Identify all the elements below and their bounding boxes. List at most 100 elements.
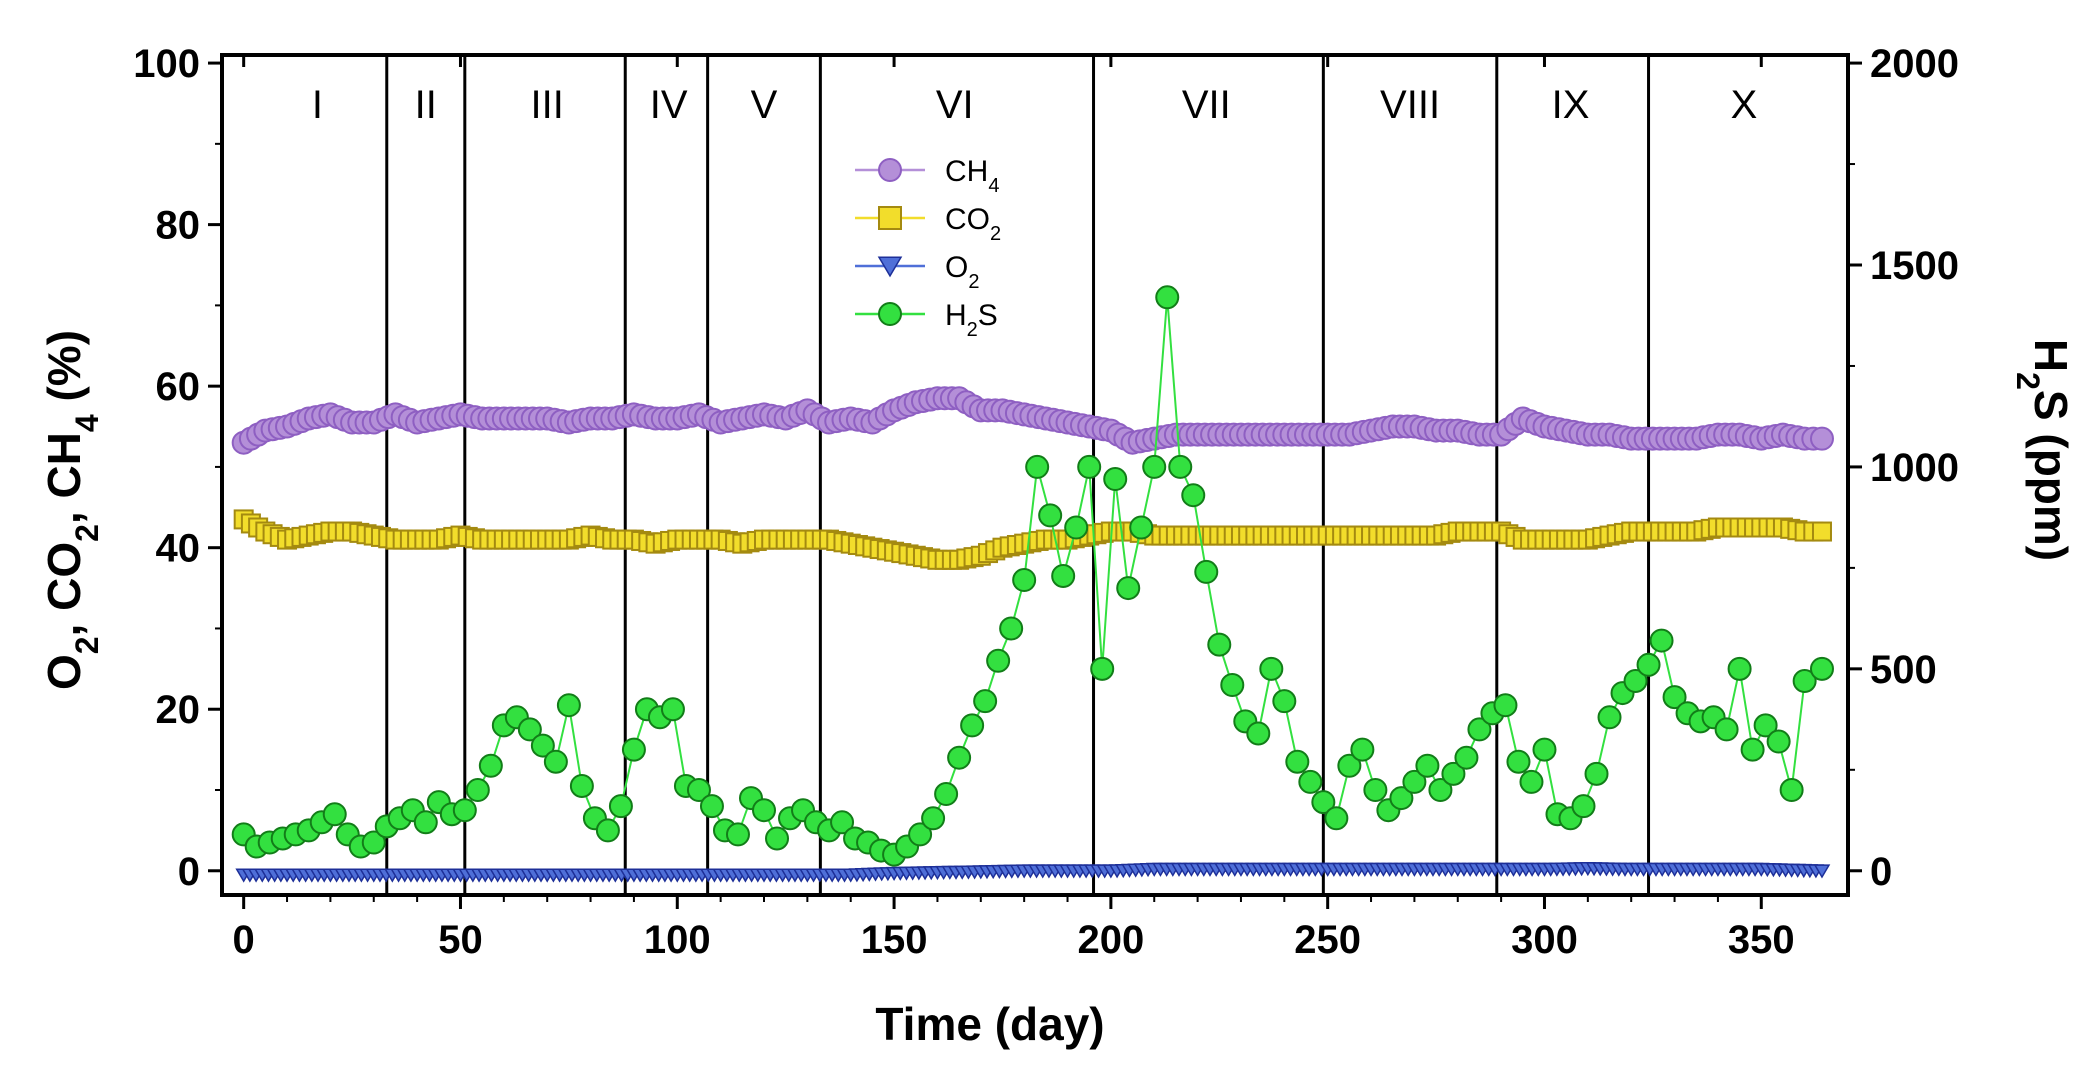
point-H2S: [621, 737, 646, 762]
phase-label-II: II: [415, 83, 437, 127]
legend-label: CO2: [945, 203, 1001, 245]
axis-title-part: , CO: [38, 542, 90, 637]
phase-label-VII: VII: [1182, 83, 1231, 127]
phase-label-IX: IX: [1552, 83, 1590, 127]
x-tick-label: 200: [1078, 918, 1145, 962]
right-y-tick-label: 0: [1870, 850, 1892, 894]
legend-label: H2S: [945, 299, 998, 341]
phase-label-X: X: [1731, 83, 1758, 127]
point-H2S: [1454, 745, 1479, 770]
point-H2S: [1077, 454, 1102, 479]
x-tick-label: 350: [1728, 918, 1795, 962]
point-H2S: [1623, 668, 1648, 693]
legend-label: CH4: [945, 155, 999, 197]
phase-label-VI: VI: [936, 83, 974, 127]
point-H2S: [999, 616, 1024, 641]
x-tick-label: 150: [861, 918, 928, 962]
point-H2S: [1506, 749, 1531, 774]
point-H2S: [556, 693, 581, 718]
point-CO2: [1811, 521, 1832, 542]
right-y-tick-label: 1000: [1870, 446, 1959, 490]
x-axis: 0 50 100 150 200 250 300 350: [233, 55, 1795, 962]
point-H2S: [1532, 737, 1557, 762]
legend-entry-O2: O2: [855, 251, 979, 293]
point-H2S: [543, 749, 568, 774]
legend: CH4 CO2 O2 H2S: [855, 155, 1001, 341]
point-H2S: [1220, 673, 1245, 697]
point-H2S: [947, 745, 972, 770]
left-y-tick-label: 80: [156, 204, 201, 248]
axis-title-part: (%): [38, 330, 90, 414]
point-H2S: [465, 778, 490, 802]
legend-entry-CO2: CO2: [855, 203, 1001, 245]
point-H2S: [1103, 467, 1128, 492]
point-H2S: [1298, 769, 1323, 794]
point-H2S: [1038, 503, 1063, 528]
point-H2S: [1753, 713, 1778, 738]
phase-label-III: III: [531, 83, 564, 127]
point-H2S: [1129, 515, 1154, 540]
point-H2S: [1012, 568, 1037, 592]
point-H2S: [1142, 454, 1167, 479]
point-H2S: [413, 810, 438, 835]
point-H2S: [1809, 656, 1834, 681]
series-layer: [231, 285, 1834, 883]
phase-label-IV: IV: [650, 83, 688, 127]
point-H2S: [1064, 515, 1089, 540]
point-H2S: [1402, 769, 1427, 794]
point-H2S: [1766, 729, 1791, 754]
point-H2S: [973, 689, 998, 714]
x-tick-label: 0: [233, 918, 255, 962]
point-H2S: [1493, 693, 1518, 718]
plot-frame: [220, 53, 1850, 897]
point-H2S: [1311, 790, 1336, 815]
axis-title-part: H: [2025, 339, 2077, 372]
right-y-tick-label: 1500: [1870, 244, 1959, 288]
point-H2S: [1441, 761, 1466, 786]
point-H2S: [1519, 769, 1544, 794]
point-H2S: [1285, 749, 1310, 774]
point-H2S: [960, 713, 985, 738]
point-H2S: [478, 753, 503, 778]
axis-title-part: S (ppm): [2025, 390, 2077, 561]
point-H2S: [1597, 705, 1622, 730]
point-H2S: [1584, 761, 1609, 786]
point-H2S: [1350, 737, 1375, 762]
x-tick-label: 300: [1511, 918, 1578, 962]
phase-label-VIII: VIII: [1380, 83, 1440, 127]
point-H2S: [1025, 454, 1050, 479]
point-H2S: [1415, 753, 1440, 778]
axis-title-part: , CH: [38, 432, 90, 524]
phase-label-I: I: [312, 83, 323, 127]
point-H2S: [1324, 806, 1349, 831]
axis-title-part: 2: [69, 636, 105, 654]
left-y-tick-label: 40: [156, 527, 201, 571]
point-H2S: [452, 798, 477, 823]
legend-marker: [878, 302, 902, 326]
point-H2S: [1194, 559, 1219, 584]
phase-labels: I II III IV V VI VII VIII IX X: [312, 83, 1757, 127]
point-H2S: [1779, 778, 1804, 802]
point-H2S: [608, 794, 633, 819]
point-O2: [1813, 864, 1831, 879]
legend-entry-CH4: CH4: [855, 155, 999, 197]
point-H2S: [830, 810, 855, 835]
point-H2S: [1090, 656, 1115, 681]
series-O2: [235, 861, 1831, 883]
x-tick-label: 50: [438, 918, 483, 962]
point-H2S: [1272, 689, 1297, 714]
legend-marker: [877, 256, 903, 278]
point-H2S: [1662, 685, 1687, 710]
point-H2S: [322, 802, 347, 827]
axis-title-part: O: [38, 654, 90, 690]
point-H2S: [725, 822, 750, 847]
point-H2S: [986, 648, 1011, 673]
point-H2S: [765, 826, 790, 851]
left-y-axis: 0 20 40 60 80 100: [133, 42, 222, 894]
series-H2S: [231, 285, 1834, 867]
legend-entry-H2S: H2S: [855, 299, 998, 341]
left-y-tick-label: 20: [156, 688, 201, 732]
legend-marker: [878, 206, 902, 230]
series-CO2: [233, 509, 1832, 570]
